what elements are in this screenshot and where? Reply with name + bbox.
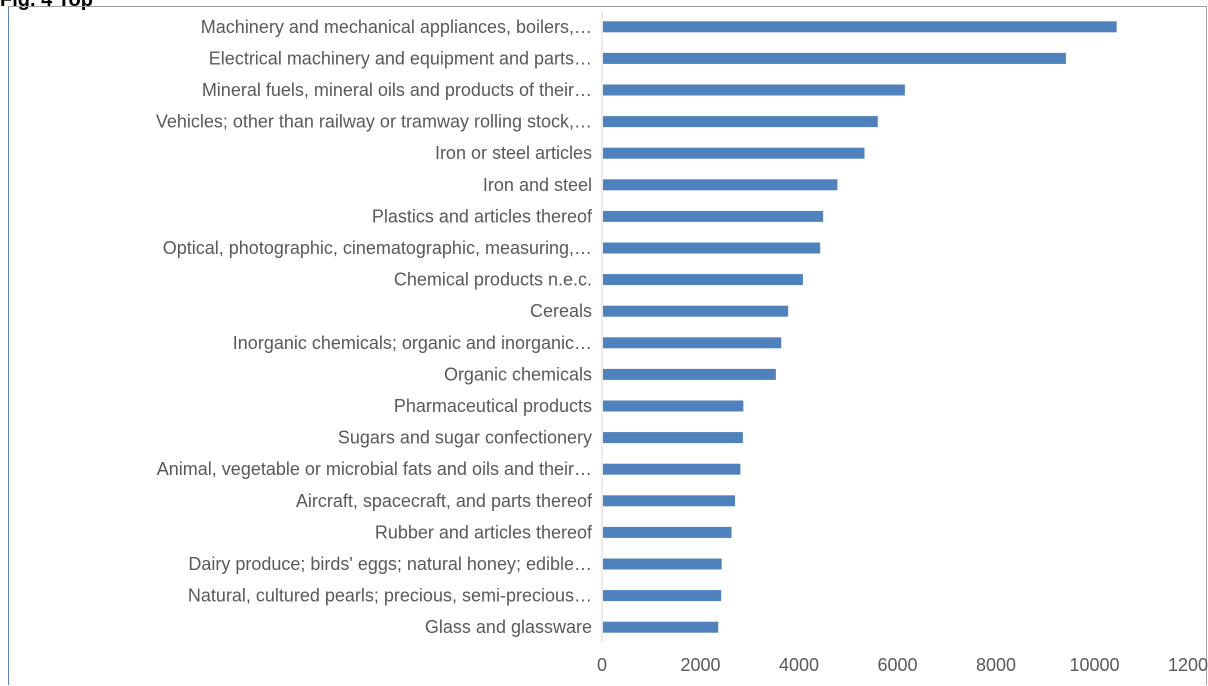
category-labels-group: Machinery and mechanical appliances, boi…	[156, 17, 593, 637]
x-tick-label: 10000	[1069, 655, 1119, 675]
category-label: Optical, photographic, cinematographic, …	[163, 238, 592, 258]
bar	[603, 242, 821, 254]
x-tick-label: 4000	[779, 655, 819, 675]
category-label: Glass and glassware	[425, 617, 592, 637]
chart-title-fragment: Fig. 4 Top	[0, 0, 93, 11]
bar	[603, 526, 732, 538]
category-label: Vehicles; other than railway or tramway …	[156, 112, 592, 132]
bar	[603, 400, 744, 412]
bar	[603, 558, 722, 570]
tick-labels-group: 0 2000 4000 6000 8000 10000 12000	[597, 655, 1208, 675]
category-label: Chemical products n.e.c.	[394, 270, 592, 290]
bar	[603, 495, 735, 507]
category-label: Iron or steel articles	[435, 143, 592, 163]
bar	[603, 21, 1117, 33]
category-label: Machinery and mechanical appliances, boi…	[201, 17, 592, 37]
bar	[603, 621, 719, 633]
category-label: Rubber and articles thereof	[375, 522, 593, 542]
bar	[603, 210, 824, 222]
category-label: Animal, vegetable or microbial fats and …	[157, 459, 592, 479]
category-label: Natural, cultured pearls; precious, semi…	[188, 586, 592, 606]
bars-group	[603, 21, 1117, 633]
bar	[603, 368, 776, 380]
category-label: Organic chemicals	[444, 364, 592, 384]
category-label: Mineral fuels, mineral oils and products…	[202, 80, 592, 100]
x-tick-label: 12000	[1168, 655, 1208, 675]
x-tick-label: 2000	[680, 655, 720, 675]
category-label: Aircraft, spacecraft, and parts thereof	[296, 491, 593, 511]
bar	[603, 590, 722, 602]
category-label: Plastics and articles thereof	[372, 206, 593, 226]
category-label: Electrical machinery and equipment and p…	[209, 48, 592, 68]
bar	[603, 274, 803, 286]
bar	[603, 116, 878, 128]
x-tick-label: 8000	[976, 655, 1016, 675]
bar	[603, 337, 782, 349]
category-label: Inorganic chemicals; organic and inorgan…	[233, 333, 592, 353]
category-label: Dairy produce; birds' eggs; natural hone…	[188, 554, 592, 574]
chart-area	[8, 6, 1207, 685]
bar	[603, 52, 1066, 64]
category-label: Sugars and sugar confectionery	[338, 428, 592, 448]
category-label: Pharmaceutical products	[394, 396, 592, 416]
x-tick-label: 6000	[877, 655, 917, 675]
bar	[603, 84, 905, 96]
bar	[603, 179, 838, 191]
bar	[603, 432, 743, 444]
x-tick-label: 0	[597, 655, 607, 675]
bar	[603, 147, 865, 159]
category-label: Iron and steel	[483, 175, 592, 195]
bar	[603, 305, 789, 317]
bar	[603, 463, 741, 475]
category-label: Cereals	[530, 301, 592, 321]
